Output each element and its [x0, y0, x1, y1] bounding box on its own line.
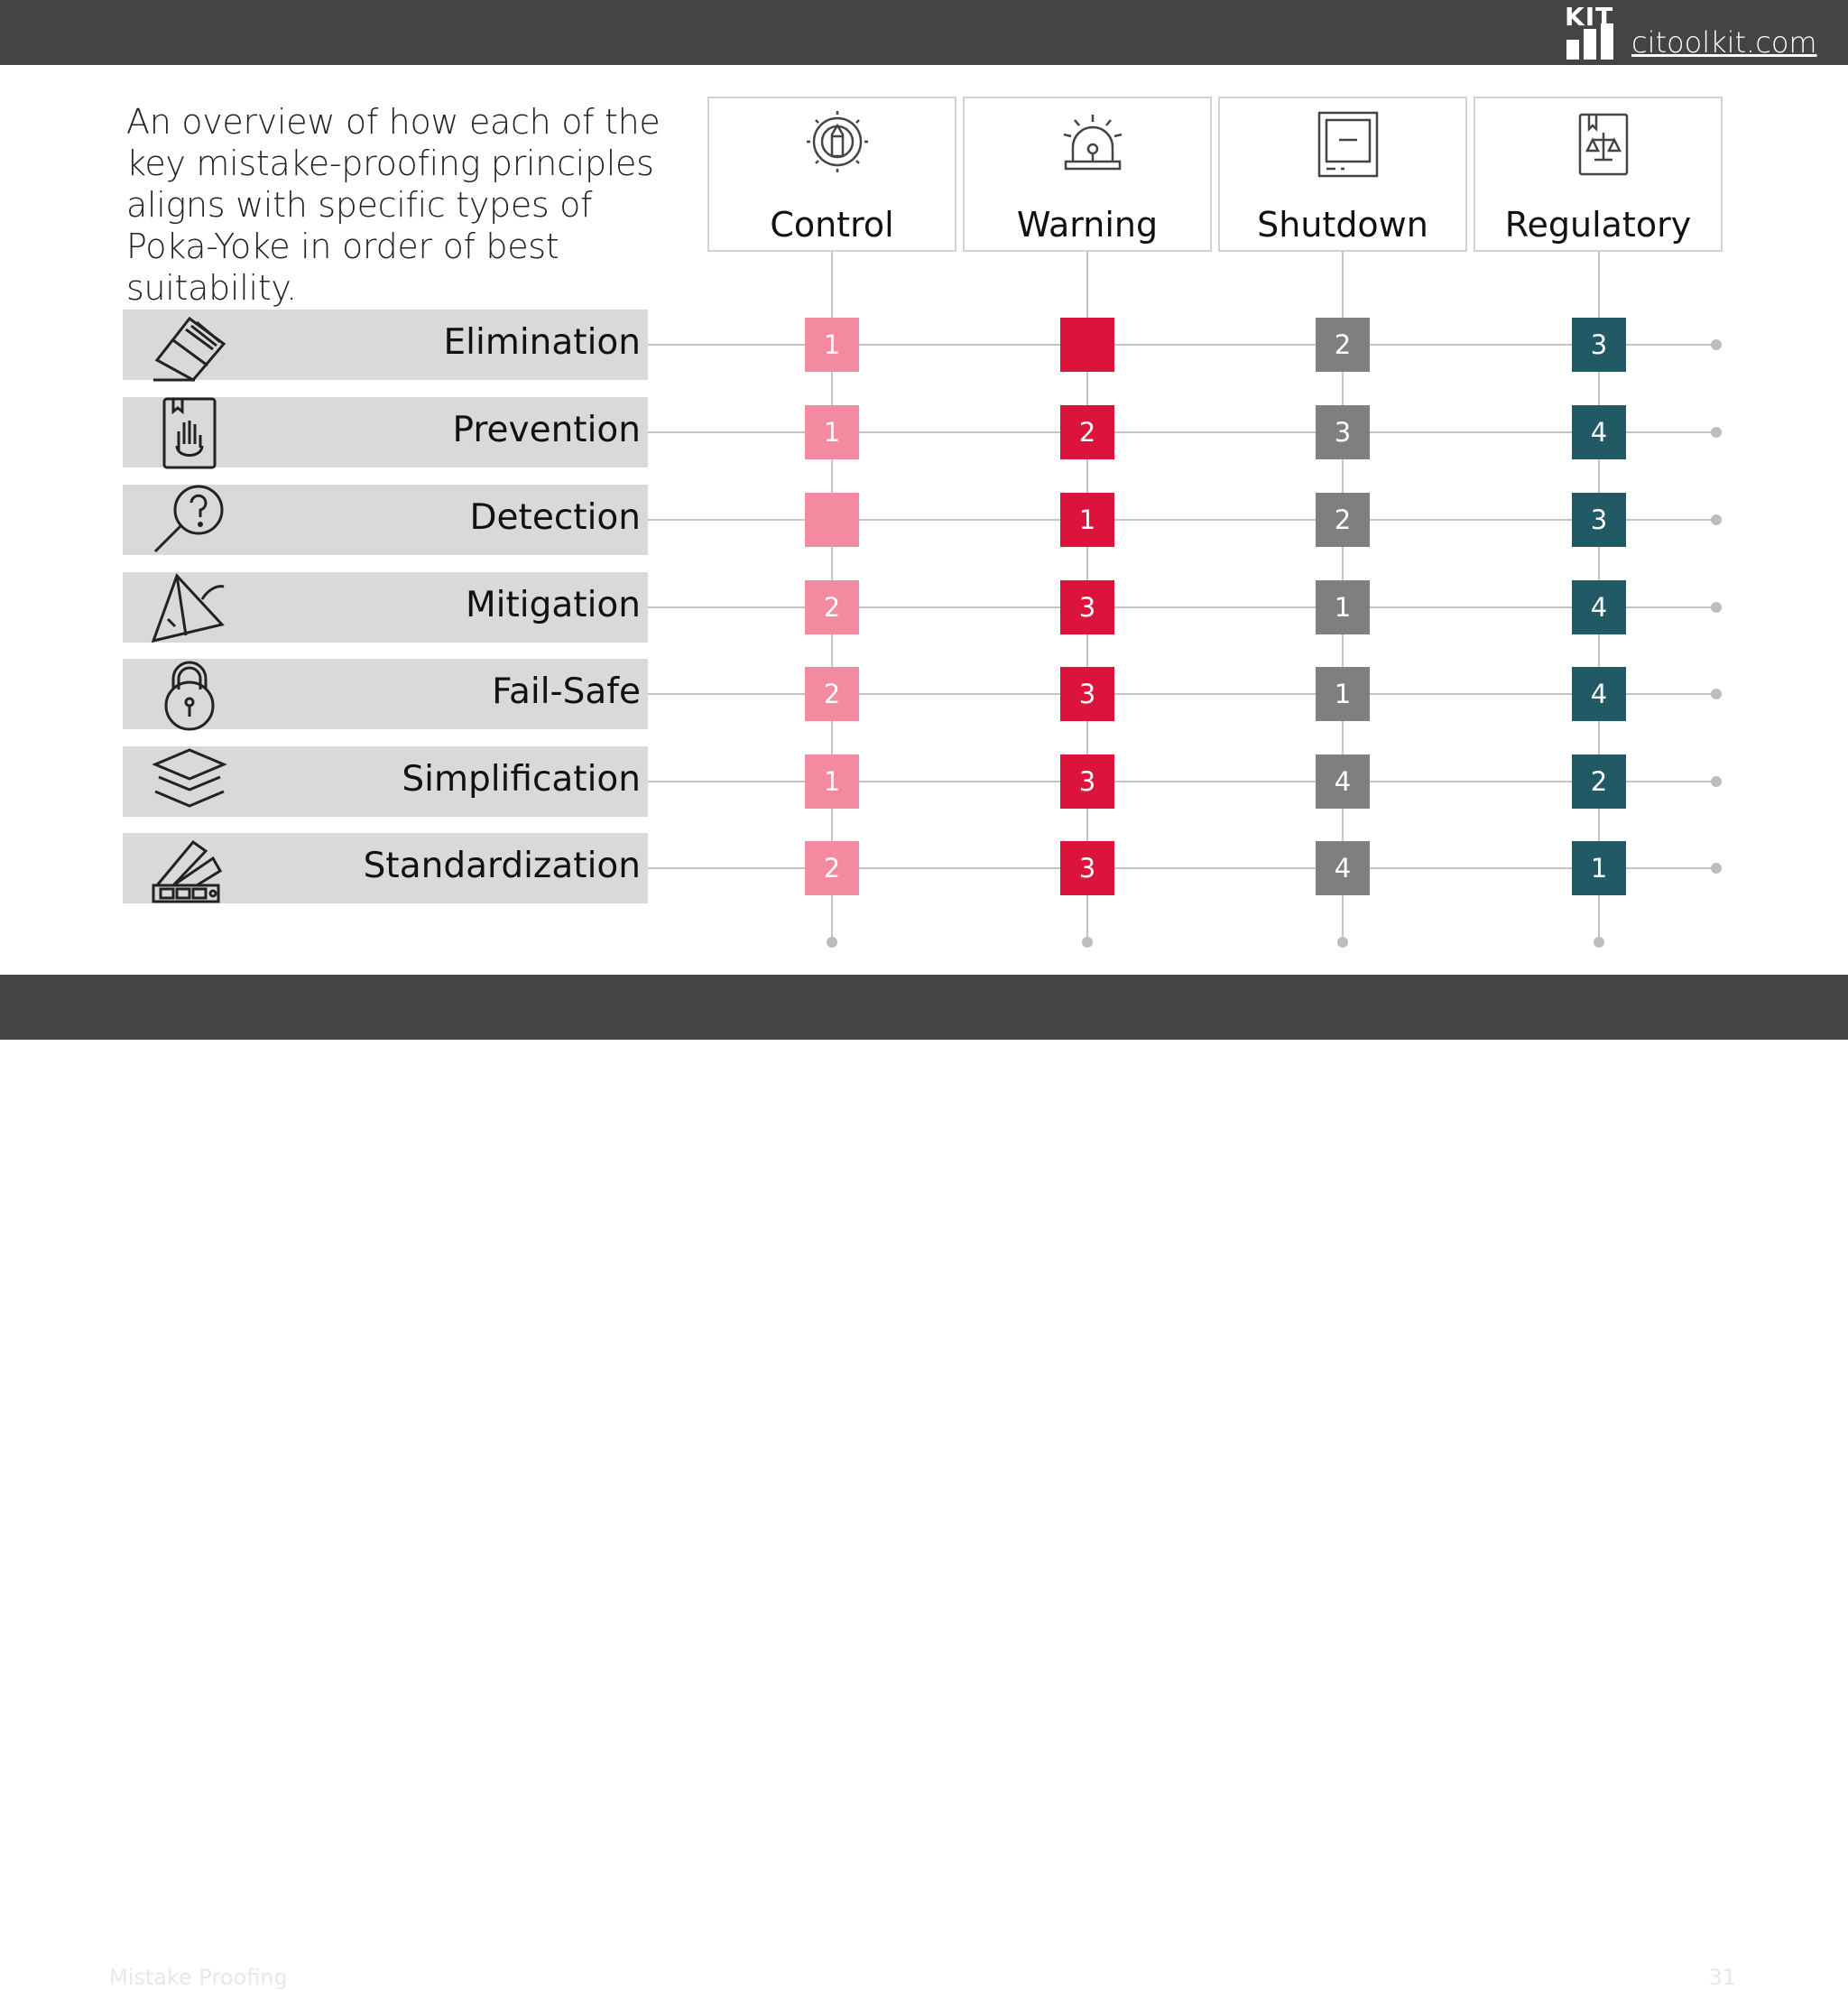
rank-cell: 3: [1572, 318, 1626, 372]
rank-cell: 3: [1060, 841, 1114, 895]
rank-cell: 4: [1316, 754, 1370, 809]
row-simplification: Simplification: [123, 746, 648, 817]
row-standardization: Standardization: [123, 833, 648, 903]
column-header-control: Control: [707, 97, 956, 252]
row-end-dot: [1711, 776, 1722, 787]
rank-cell: 2: [805, 580, 859, 634]
row-end-dot: [1711, 339, 1722, 350]
row-end-dot: [1711, 863, 1722, 874]
column-end-dot: [1082, 937, 1093, 948]
footer-bar: Mistake Proofing 31: [0, 975, 1848, 1990]
column-end-dot: [1337, 937, 1348, 948]
row-label: Detection: [469, 497, 641, 538]
rank-cell: 1: [1060, 493, 1114, 547]
row-elimination: Elimination: [123, 310, 648, 382]
rank-cell: 4: [1572, 405, 1626, 459]
row-label: Mitigation: [466, 585, 641, 625]
rank-cell: 1: [1316, 580, 1370, 634]
column-label: Regulatory: [1504, 205, 1692, 245]
rank-cell: 3: [1316, 405, 1370, 459]
row-detection: Detection: [123, 485, 648, 555]
row-label: Prevention: [452, 410, 641, 450]
row-label: Standardization: [363, 846, 641, 886]
scales-book-icon: [1578, 113, 1629, 176]
top-bar: KIT citoolkit.com: [0, 0, 1848, 65]
row-end-dot: [1711, 514, 1722, 525]
page-number: 31: [1708, 1965, 1736, 1990]
rank-cell: 2: [1316, 493, 1370, 547]
column-label: Warning: [1016, 205, 1159, 245]
rank-cell: 1: [805, 405, 859, 459]
column-end-dot: [827, 937, 837, 948]
row-end-dot: [1711, 427, 1722, 438]
rank-cell: 1: [1572, 841, 1626, 895]
kit-logo-icon: [1566, 23, 1613, 60]
row-prevention: Prevention: [123, 397, 648, 469]
column-header-regulatory: Regulatory: [1474, 97, 1723, 252]
color-swatch-icon: [152, 839, 223, 903]
rank-cell: 4: [1316, 841, 1370, 895]
rank-cell: 3: [1572, 493, 1626, 547]
site-link[interactable]: citoolkit.com: [1631, 25, 1817, 60]
row-label: Elimination: [443, 322, 641, 363]
rank-cell: 2: [1572, 754, 1626, 809]
rank-cell: 4: [1572, 667, 1626, 721]
rank-cell: [1060, 318, 1114, 372]
column-label: Shutdown: [1257, 205, 1428, 245]
umbrella-icon: [151, 573, 225, 643]
row-label: Simplification: [402, 759, 641, 800]
footer-title: Mistake Proofing: [109, 1965, 288, 1990]
column-label: Control: [770, 205, 894, 245]
column-header-warning: Warning: [963, 97, 1212, 252]
rank-cell: 2: [805, 667, 859, 721]
rank-cell: 4: [1572, 580, 1626, 634]
gear-pencil-icon: [807, 111, 868, 172]
eraser-icon: [153, 316, 226, 382]
layers-icon: [152, 748, 227, 808]
rank-cell: 3: [1060, 754, 1114, 809]
rank-cell: 2: [805, 841, 859, 895]
row-end-dot: [1711, 689, 1722, 699]
row-mitigation: Mitigation: [123, 572, 648, 643]
rank-cell: 1: [805, 318, 859, 372]
intro-text: An overview of how each of the key mista…: [126, 102, 661, 308]
hand-stop-icon: [162, 397, 217, 469]
column-end-dot: [1594, 937, 1604, 948]
alarm-siren-icon: [1063, 115, 1123, 171]
rank-cell: 1: [1316, 667, 1370, 721]
row-label: Fail-Safe: [492, 671, 641, 712]
padlock-icon: [164, 661, 215, 731]
rank-cell: 3: [1060, 580, 1114, 634]
row-fail-safe: Fail-Safe: [123, 659, 648, 731]
power-panel-icon: [1317, 111, 1379, 178]
rank-cell: 1: [805, 754, 859, 809]
rank-cell: 2: [1060, 405, 1114, 459]
rank-cell: [805, 493, 859, 547]
magnifier-question-icon: [153, 485, 224, 553]
logo-text: KIT: [1565, 2, 1614, 32]
rank-cell: 2: [1316, 318, 1370, 372]
rank-cell: 3: [1060, 667, 1114, 721]
row-end-dot: [1711, 602, 1722, 613]
column-header-shutdown: Shutdown: [1218, 97, 1467, 252]
